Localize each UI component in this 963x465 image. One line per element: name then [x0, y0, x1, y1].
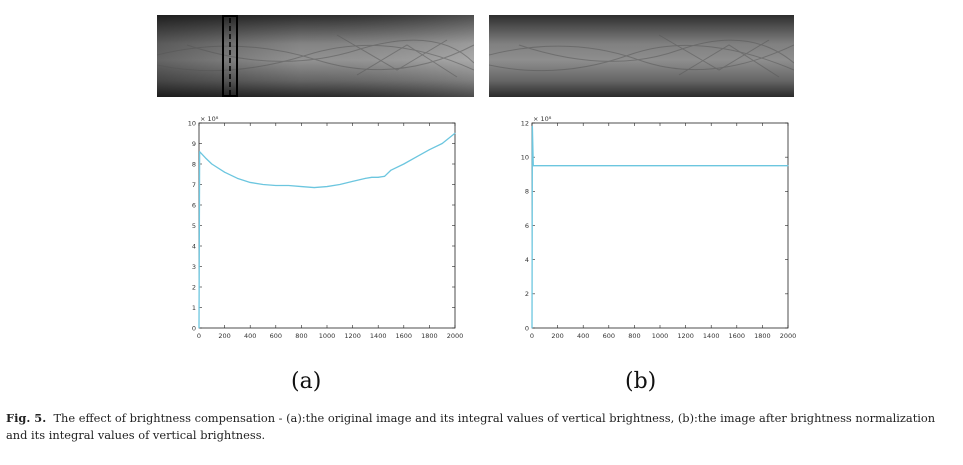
- panel-b-label: (b): [625, 369, 657, 394]
- chart-0-plot-area: [198, 122, 456, 329]
- chart-1-xtick-label: 200: [551, 332, 563, 340]
- chart-0-data-point: [403, 163, 405, 165]
- chart-0-data-point: [224, 171, 226, 173]
- chart-0-ytick-label: 1: [192, 304, 196, 312]
- chart-1-data-point: [531, 327, 533, 329]
- chart-0-data-point: [198, 327, 200, 329]
- chart-1-data-point: [531, 125, 533, 127]
- chart-0-data-point: [313, 187, 315, 189]
- chart-0-data-point: [300, 186, 302, 188]
- chart-0-ytick-label: 3: [192, 263, 196, 271]
- selection-box: [222, 15, 238, 97]
- chart-0-xtick-label: 800: [295, 332, 307, 340]
- chart-0-data-point: [441, 143, 443, 144]
- chart-0-ytick-label: 10: [188, 119, 196, 127]
- chart-0-data-point: [288, 185, 290, 187]
- chart-0-data-point: [326, 186, 328, 188]
- chart-1-plot-area: [531, 122, 789, 329]
- chart-0-ytick-label: 2: [192, 283, 196, 291]
- chart-0-data-point: [371, 176, 373, 178]
- chart-0-xtick-label: 1200: [344, 332, 361, 340]
- chart-0-data-point: [390, 169, 392, 171]
- chart-1-xtick-label: 600: [603, 332, 615, 340]
- chart-1-ytick-label: 0: [525, 324, 529, 332]
- chart-0-ytick-label: 5: [192, 222, 196, 230]
- chart-0-series-line: [198, 132, 456, 329]
- caption-text: The effect of brightness compensation - …: [6, 411, 936, 442]
- chart-1-ytick-label: 4: [525, 256, 529, 264]
- chart-0-xtick-label: 1000: [319, 332, 336, 340]
- chart-a: 0 1 2 3 4 5 6 7 8 9 10 0 200 400 600 800 1000 1200 1400 160…: [188, 115, 464, 340]
- chart-1-xtick-label: 1000: [652, 332, 669, 340]
- chart-0-ytick-label: 0: [192, 324, 196, 332]
- chart-0-data-point: [236, 177, 238, 179]
- chart-0-data-point: [275, 185, 277, 187]
- chart-0-data-point: [377, 176, 379, 178]
- original-image-strip: [157, 15, 474, 97]
- chart-1-xtick-label: 400: [577, 332, 589, 340]
- chart-1-xtick-label: 2000: [780, 332, 797, 340]
- chart-1-xtick-label: 1200: [677, 332, 694, 340]
- chart-0-data-point: [249, 181, 251, 183]
- chart-0-data-point: [454, 132, 456, 134]
- chart-0-xtick-label: 1400: [370, 332, 387, 340]
- chart-0-xtick-label: 200: [218, 332, 230, 340]
- caption-label: Fig. 5.: [6, 411, 47, 425]
- chart-1-xtick-label: 0: [530, 332, 534, 340]
- chart-1-ytick-label: 2: [525, 290, 529, 298]
- normalized-image-texture: [489, 15, 794, 97]
- chart-0-xtick-label: 400: [244, 332, 256, 340]
- chart-0-data-point: [199, 151, 201, 153]
- chart-1-data-point: [532, 165, 534, 167]
- chart-1-xtick-label: 1800: [754, 332, 771, 340]
- chart-0-data-point: [211, 163, 213, 165]
- chart-0-data-point: [428, 149, 430, 151]
- chart-0-data-point: [262, 184, 264, 185]
- chart-1-xtick-label: 1600: [729, 332, 746, 340]
- chart-0-xtick-label: 1600: [396, 332, 413, 340]
- chart-0-exponent-label: × 10⁸: [200, 115, 219, 123]
- panel-a-label: (a): [291, 369, 322, 394]
- chart-0-ytick-label: 7: [192, 181, 196, 189]
- chart-1-data-point: [787, 165, 789, 167]
- chart-0-ytick-label: 9: [192, 140, 196, 148]
- chart-0-data-point: [339, 184, 341, 185]
- chart-1-exponent-label: × 10⁸: [533, 115, 552, 123]
- chart-0-ytick-label: 4: [192, 242, 196, 250]
- chart-0-ytick-label: 6: [192, 201, 196, 209]
- chart-1-ytick-label: 8: [525, 188, 529, 196]
- chart-0-xtick-label: 600: [270, 332, 282, 340]
- figure-caption: Fig. 5. The effect of brightness compens…: [6, 410, 956, 444]
- chart-0-data-point: [416, 156, 418, 158]
- chart-0-xtick-label: 2000: [447, 332, 464, 340]
- original-image-texture: [157, 15, 474, 97]
- chart-0-ytick-label: 8: [192, 160, 196, 168]
- chart-1-xtick-label: 800: [628, 332, 640, 340]
- chart-1-xtick-label: 1400: [703, 332, 720, 340]
- chart-0-data-point: [204, 157, 206, 159]
- chart-0-xtick-label: 1800: [421, 332, 438, 340]
- chart-1-ytick-label: 10: [521, 153, 529, 161]
- chart-0-data-point: [384, 175, 386, 177]
- chart-1-ytick-label: 6: [525, 222, 529, 230]
- chart-0-data-point: [364, 177, 366, 179]
- chart-0-xtick-label: 0: [197, 332, 201, 340]
- chart-0-data-point: [352, 180, 354, 182]
- normalized-image-strip: [489, 15, 794, 97]
- chart-b: 0 2 4 6 8 10 12 0 200 400 600 800 1000 1200 1400 1600 18…: [521, 115, 797, 340]
- chart-1-ytick-label: 12: [521, 119, 529, 127]
- chart-1-series-line: [531, 125, 788, 329]
